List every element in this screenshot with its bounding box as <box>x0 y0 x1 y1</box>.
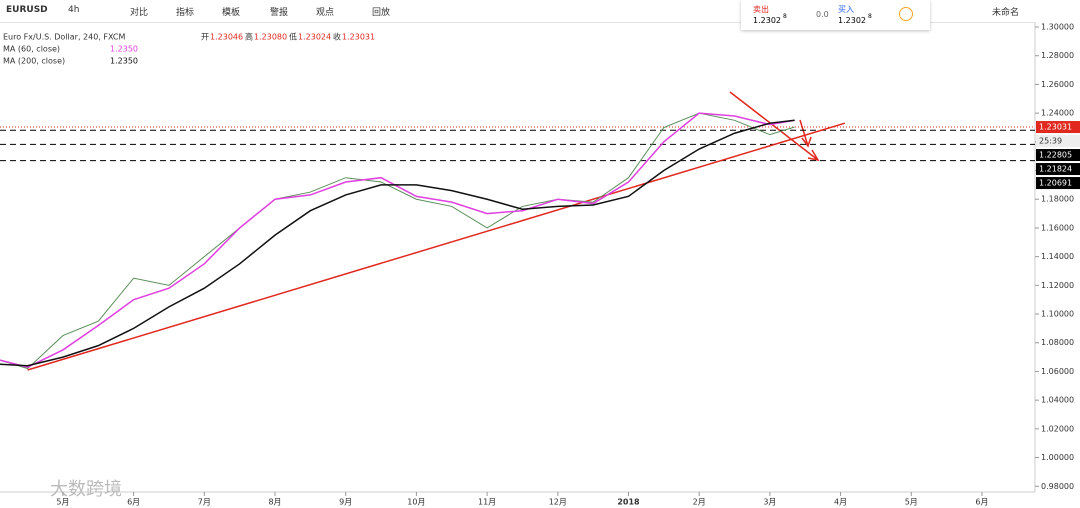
series-line <box>0 119 795 367</box>
legend-title: Euro Fx/U.S. Dollar, 240, FXCM <box>3 33 125 42</box>
toolbar: EURUSD 4h 对比 指标 模板 警报 观点 回放 未命名 <box>0 0 1080 23</box>
x-tick-label: 8月 <box>268 498 281 507</box>
y-tick-label: 1.16000 <box>1041 223 1074 232</box>
ma200-legend: MA (200, close) <box>3 57 65 66</box>
last-price-label: 1.23031 <box>1039 123 1072 132</box>
y-tick-label: 1.18000 <box>1041 195 1074 204</box>
level-label: 1.21824 <box>1039 165 1072 174</box>
ohlc: 1.23046 <box>210 33 243 42</box>
y-tick-label: 1.26000 <box>1041 80 1074 89</box>
info-icon[interactable] <box>899 7 913 21</box>
level-label-bg <box>1036 177 1080 190</box>
x-tick-label: 3月 <box>763 498 776 507</box>
y-tick-label: 1.10000 <box>1041 310 1074 319</box>
plot <box>0 112 1035 371</box>
price-axis <box>1035 22 1080 508</box>
arrows <box>729 91 820 162</box>
tool-button[interactable]: 警报 <box>270 8 289 18</box>
tool-button[interactable]: 模板 <box>222 8 241 18</box>
trendline <box>27 122 846 371</box>
x-tick-label: 9月 <box>339 498 352 507</box>
y-tick-label: 1.08000 <box>1041 338 1074 347</box>
ohlc: 1.23024 <box>298 33 331 42</box>
x-tick-label: 6月 <box>975 498 988 507</box>
level-label: 1.20691 <box>1039 179 1072 188</box>
ma60-value: 1.2350 <box>110 45 138 54</box>
level-label-bg <box>1036 163 1080 176</box>
x-tick-label: 7月 <box>198 498 211 507</box>
sell-label[interactable]: 卖出 <box>753 5 769 14</box>
series-line <box>0 112 795 368</box>
x-tick-label: 6月 <box>127 498 140 507</box>
y-tick-label: 1.12000 <box>1041 281 1074 290</box>
watermark: 大数跨境 <box>50 479 122 500</box>
series-line <box>0 112 795 370</box>
trade-panel: 卖出 1.2302 8 0.0 买入 1.2302 8 <box>741 0 930 30</box>
ohlc: 收 <box>333 32 341 42</box>
y-tick-label: 1.30000 <box>1041 23 1074 32</box>
interval[interactable]: 4h <box>68 5 80 15</box>
ohlc: 高 <box>245 32 253 42</box>
last-price-label-bg <box>1036 121 1080 134</box>
buy-sup: 8 <box>868 13 872 20</box>
tool-button[interactable]: 观点 <box>316 8 335 18</box>
symbol[interactable]: EURUSD <box>6 5 48 15</box>
y-tick-label: 1.04000 <box>1041 396 1074 405</box>
sell-sup: 8 <box>783 13 787 20</box>
x-tick-label: 5月 <box>905 498 918 507</box>
x-tick-label: 11月 <box>478 498 496 507</box>
ohlc: 1.23080 <box>254 33 287 42</box>
x-tick-label: 4月 <box>834 498 847 507</box>
y-tick-label: 1.14000 <box>1041 252 1074 261</box>
tool-button[interactable]: 回放 <box>372 8 391 18</box>
ma200-value: 1.2350 <box>110 57 138 66</box>
x-tick-label: 2018 <box>617 498 640 507</box>
level-label-bg <box>1036 149 1080 162</box>
y-tick-label: 1.28000 <box>1041 51 1074 60</box>
x-tick-label: 2月 <box>693 498 706 507</box>
y-tick-label: 1.00000 <box>1041 453 1074 462</box>
tool-button[interactable]: 对比 <box>130 8 149 18</box>
x-tick-label: 5月 <box>56 498 69 507</box>
y-tick-label: 0.98000 <box>1041 482 1074 491</box>
buy-price[interactable]: 1.2302 <box>838 16 866 25</box>
y-tick-label: 1.24000 <box>1041 109 1074 118</box>
countdown-label: 25:39 <box>1039 137 1062 146</box>
ohlc: 低 <box>289 32 297 42</box>
x-tick-label: 12月 <box>549 498 567 507</box>
sell-price[interactable]: 1.2302 <box>753 16 781 25</box>
ohlc: 1.23031 <box>342 33 375 42</box>
level-label: 1.22805 <box>1039 151 1072 160</box>
countdown-label-bg <box>1036 135 1080 148</box>
ohlc: 开 <box>201 33 209 42</box>
y-tick-label: 1.06000 <box>1041 367 1074 376</box>
buy-label[interactable]: 买入 <box>838 5 854 14</box>
layout-name[interactable]: 未命名 <box>992 8 1020 18</box>
spread: 0.0 <box>816 10 829 19</box>
ma60-legend: MA (60, close) <box>3 45 60 54</box>
x-tick-label: 10月 <box>407 498 425 507</box>
y-tick-label: 1.02000 <box>1041 424 1074 433</box>
tool-button[interactable]: 指标 <box>176 8 195 18</box>
